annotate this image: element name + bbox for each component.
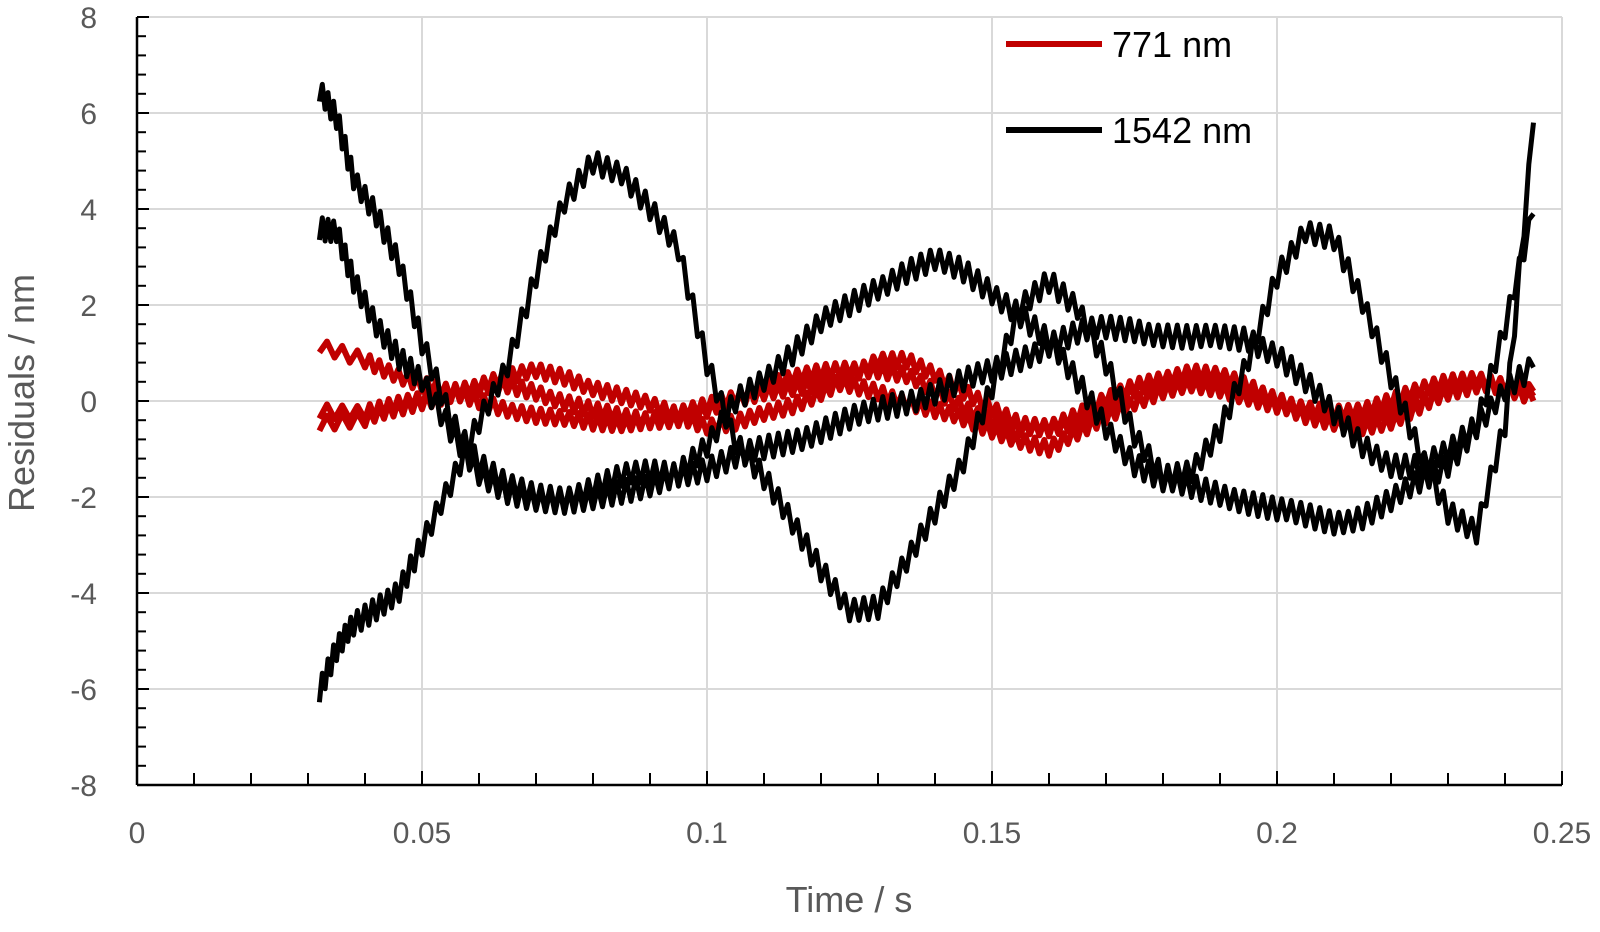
x-tick-label: 0 [129,817,146,850]
y-tick-label: -8 [70,770,97,803]
legend: 771 nm 1542 nm [1006,24,1252,151]
x-tick-label: 0.15 [963,817,1021,850]
series-line-1542-nm [316,122,1536,703]
series-line-1542-nm [316,81,1536,513]
x-tick-label: 0.1 [686,817,728,850]
x-tick-label: 0.25 [1533,817,1591,850]
y-tick-label: 2 [80,290,97,323]
y-tick-label: -4 [70,578,97,611]
y-tick-label: 0 [80,386,97,419]
x-tick-label: 0.2 [1256,817,1298,850]
series-line-1542-nm [316,212,1536,537]
y-tick-label: 6 [80,98,97,131]
y-tick-label: 8 [80,2,97,35]
axes [135,16,1563,787]
legend-label-1542: 1542 nm [1112,110,1252,151]
grid [137,16,1563,785]
y-tick-label: 4 [80,194,97,227]
series [316,81,1537,703]
y-tick-label: -6 [70,674,97,707]
y-axis-title: Residuals / nm [1,274,42,512]
x-axis-title: Time / s [786,879,913,920]
y-tick-label: -2 [70,482,97,515]
legend-label-771: 771 nm [1112,24,1232,65]
series-line-771-nm [316,349,1537,438]
tick-labels: 0 0.05 0.1 0.15 0.2 0.25 8 6 4 2 0 -2 -4 -6 -8 [70,2,1591,850]
x-tick-label: 0.05 [393,817,451,850]
